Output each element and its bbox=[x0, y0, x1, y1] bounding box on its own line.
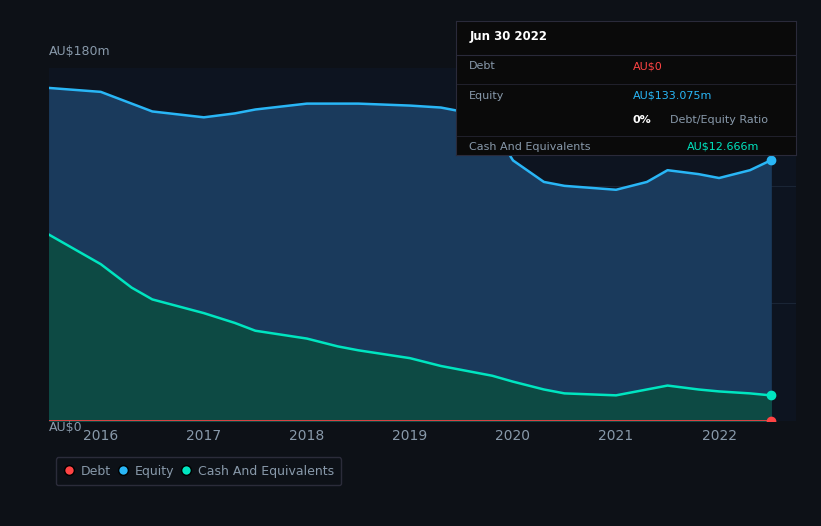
Text: Jun 30 2022: Jun 30 2022 bbox=[470, 31, 548, 44]
Text: Debt: Debt bbox=[470, 62, 496, 72]
Text: Equity: Equity bbox=[470, 91, 505, 101]
Text: AU$0: AU$0 bbox=[49, 421, 83, 434]
Text: AU$133.075m: AU$133.075m bbox=[633, 91, 712, 101]
Text: AU$0: AU$0 bbox=[633, 62, 663, 72]
Text: AU$180m: AU$180m bbox=[49, 45, 111, 58]
Text: AU$12.666m: AU$12.666m bbox=[687, 141, 759, 152]
Text: 0%: 0% bbox=[633, 115, 652, 125]
Text: Cash And Equivalents: Cash And Equivalents bbox=[470, 141, 591, 152]
Legend: Debt, Equity, Cash And Equivalents: Debt, Equity, Cash And Equivalents bbox=[56, 457, 342, 485]
Text: Debt/Equity Ratio: Debt/Equity Ratio bbox=[670, 115, 768, 125]
